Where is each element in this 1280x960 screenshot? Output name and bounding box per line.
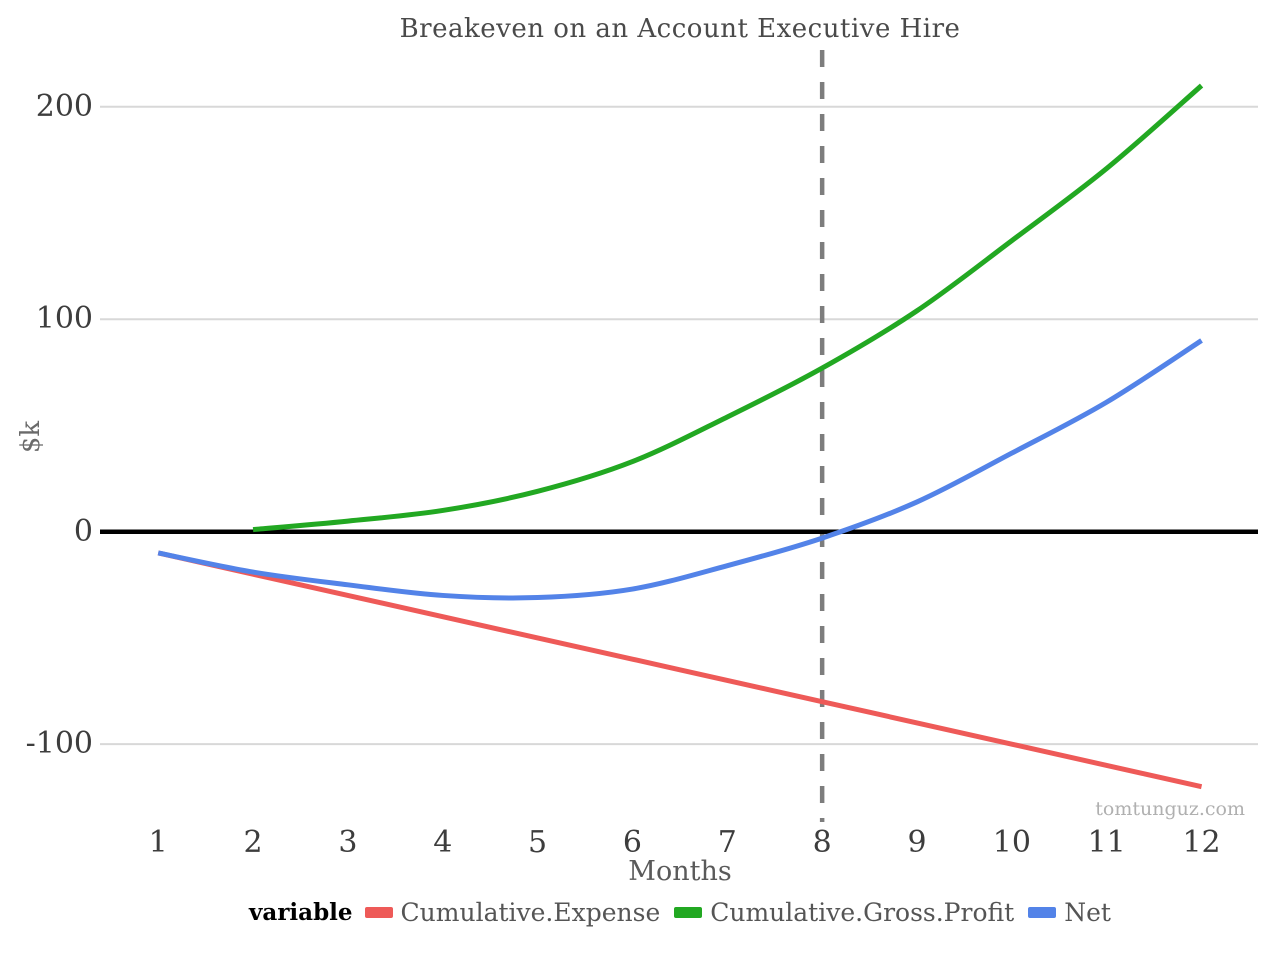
legend-label-cumulative-gross-profit: Cumulative.Gross.Profit [710,898,1015,927]
x-tick-label-10: 10 [992,825,1031,860]
x-tick-label-7: 7 [717,825,737,860]
x-tick-label-1: 1 [148,825,168,860]
x-tick-label-12: 12 [1182,825,1221,860]
y-tick-label-100: 100 [35,301,93,337]
x-tick-label-6: 6 [622,825,642,860]
series-line-cumulative-expense [157,550,1203,790]
chart-title: Breakeven on an Account Executive Hire [399,14,961,44]
x-tick-label-3: 3 [338,825,358,860]
legend: variable Cumulative.Expense Cumulative.Gr… [100,898,1260,927]
legend-swatch-cumulative-gross-profit [674,907,703,918]
legend-swatch-net [1028,907,1057,918]
x-tick-label-8: 8 [812,825,832,860]
legend-swatch-cumulative-expense [364,907,393,918]
legend-label-net: Net [1064,898,1111,927]
x-tick-label-4: 4 [433,825,453,860]
x-tick-label-11: 11 [1087,825,1126,860]
y-axis-title: $k [16,420,46,454]
y-tick-label-0: 0 [73,513,93,549]
legend-item-net: Net [1028,898,1111,927]
x-tick-label-5: 5 [528,825,548,860]
legend-item-cumulative-expense: Cumulative.Expense [364,898,661,927]
watermark: tomtunguz.com [1095,798,1245,820]
y-tick-label-200: 200 [35,88,93,124]
series-line-net [157,338,1203,601]
x-axis-title: Months [628,856,732,887]
series-line-cumulative-gross-profit [252,83,1204,533]
x-tick-label-9: 9 [907,825,927,860]
y-tick-label--100: -100 [25,726,93,762]
legend-label-cumulative-expense: Cumulative.Expense [400,898,661,927]
legend-title: variable [249,899,353,926]
x-tick-label-2: 2 [243,825,263,860]
legend-items: Cumulative.Expense Cumulative.Gross.Profi… [364,898,1111,927]
legend-item-cumulative-gross-profit: Cumulative.Gross.Profit [674,898,1014,927]
